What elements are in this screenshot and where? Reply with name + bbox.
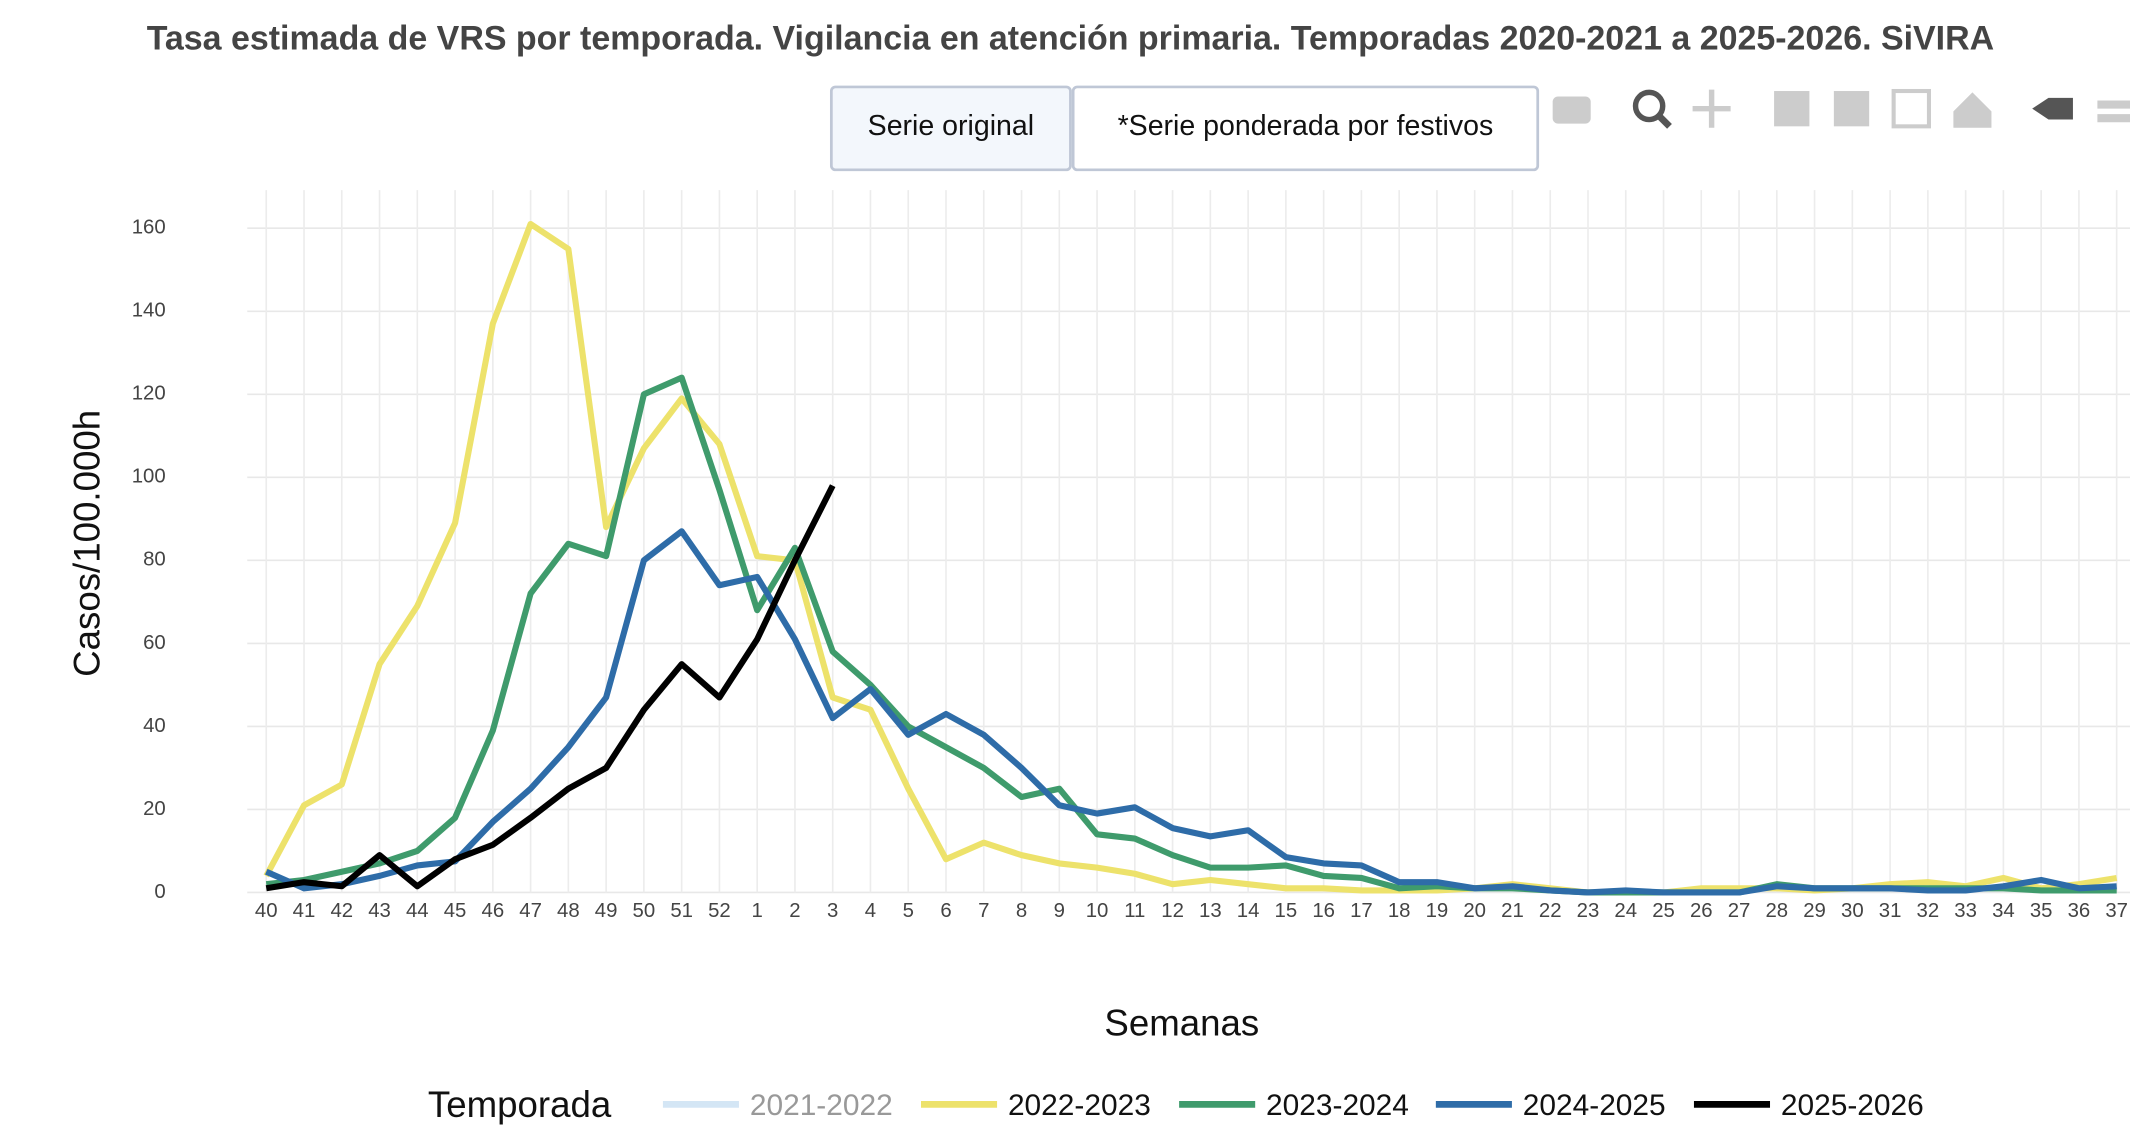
x-tick-label: 19: [1426, 900, 1449, 922]
reset-icon[interactable]: [1953, 92, 1992, 128]
zoom-out-icon[interactable]: [1833, 91, 1870, 127]
x-tick-label: 43: [368, 900, 391, 922]
x-tick-label: 36: [2068, 900, 2091, 922]
x-tick-label: 10: [1086, 900, 1109, 922]
x-tick-label: 12: [1161, 900, 1184, 922]
y-axis-label: Casos/100.000h: [66, 410, 107, 677]
x-tick-label: 35: [2030, 900, 2053, 922]
x-tick-label: 24: [1614, 900, 1637, 922]
zoom-icon-handle: [1656, 113, 1672, 129]
y-tick-label: 120: [132, 383, 166, 405]
x-tick-label: 22: [1539, 900, 1562, 922]
x-tick-label: 51: [670, 900, 693, 922]
x-tick-label: 26: [1690, 900, 1713, 922]
x-tick-label: 48: [557, 900, 580, 922]
legend-label[interactable]: 2023-2024: [1266, 1089, 1409, 1122]
modebar: [1552, 88, 2130, 129]
x-tick-label: 15: [1275, 900, 1298, 922]
y-tick-label: 0: [154, 881, 165, 903]
x-tick-label: 30: [1841, 900, 1864, 922]
x-tick-label: 25: [1652, 900, 1675, 922]
x-tick-label: 17: [1350, 900, 1373, 922]
x-tick-label: 8: [1016, 900, 1027, 922]
x-tick-label: 21: [1501, 900, 1524, 922]
toggle-button-label[interactable]: *Serie ponderada por festivos: [1118, 110, 1494, 142]
legend-label[interactable]: 2024-2025: [1523, 1089, 1666, 1122]
x-tick-label: 32: [1917, 900, 1940, 922]
x-tick-label: 28: [1765, 900, 1788, 922]
series-line: [265, 374, 2117, 896]
x-tick-label: 1: [752, 900, 763, 922]
legend-label[interactable]: 2021-2022: [750, 1089, 893, 1122]
zoom-icon[interactable]: [1632, 89, 1666, 123]
series-line: [265, 528, 2117, 896]
y-tick-label: 160: [132, 217, 166, 239]
y-tick-label: 60: [143, 632, 166, 654]
x-tick-label: 34: [1992, 900, 2015, 922]
chart-title: Tasa estimada de VRS por temporada. Vigi…: [147, 20, 1994, 58]
toggle-button[interactable]: [829, 85, 1072, 172]
y-tick-label: 140: [132, 300, 166, 322]
x-tick-label: 31: [1879, 900, 1902, 922]
camera-icon[interactable]: [1552, 96, 1591, 124]
series-line: [265, 484, 836, 892]
x-tick-label: 11: [1124, 900, 1145, 922]
legend-label[interactable]: 2022-2023: [1008, 1089, 1151, 1122]
x-tick-label: 47: [519, 900, 542, 922]
x-tick-label: 40: [255, 900, 278, 922]
x-tick-label: 37: [2105, 900, 2128, 922]
y-tick-label: 40: [143, 715, 166, 737]
x-tick-label: 18: [1388, 900, 1411, 922]
x-tick-label: 49: [595, 900, 618, 922]
series-line: [263, 220, 2118, 896]
x-tick-label: 2: [789, 900, 800, 922]
toggle-button-label[interactable]: Serie original: [868, 110, 1034, 142]
y-tick-label: 20: [143, 798, 166, 820]
x-tick-label: 5: [903, 900, 914, 922]
x-tick-label: 14: [1237, 900, 1260, 922]
x-tick-label: 42: [330, 900, 353, 922]
pan-icon[interactable]: [1692, 89, 1731, 128]
y-tick-label: 80: [143, 549, 166, 571]
zoom-in-icon[interactable]: [1774, 91, 1810, 127]
x-tick-label: 33: [1954, 900, 1977, 922]
x-tick-label: 23: [1577, 900, 1600, 922]
x-axis-label: Semanas: [1104, 1002, 1259, 1043]
x-tick-label: 9: [1054, 900, 1065, 922]
x-tick-label: 45: [444, 900, 467, 922]
spike-icon[interactable]: [2032, 97, 2073, 120]
x-tick-label: 3: [827, 900, 838, 922]
legend-label[interactable]: 2025-2026: [1781, 1089, 1924, 1122]
legend-title: Temporada: [428, 1084, 612, 1125]
x-tick-label: 7: [978, 900, 989, 922]
toggle-button[interactable]: [1071, 85, 1540, 172]
x-tick-label: 41: [293, 900, 316, 922]
compare-icon[interactable]: [2097, 100, 2130, 123]
x-tick-label: 44: [406, 900, 429, 922]
x-tick-label: 20: [1463, 900, 1486, 922]
x-tick-label: 4: [865, 900, 876, 922]
x-tick-label: 46: [482, 900, 505, 922]
x-tick-label: 16: [1312, 900, 1335, 922]
x-tick-label: 52: [708, 900, 731, 922]
x-tick-label: 13: [1199, 900, 1222, 922]
x-tick-label: 29: [1803, 900, 1826, 922]
x-tick-label: 50: [633, 900, 656, 922]
y-tick-label: 100: [132, 466, 166, 488]
x-tick-label: 6: [940, 900, 951, 922]
autoscale-icon[interactable]: [1891, 88, 1931, 129]
x-tick-label: 27: [1728, 900, 1751, 922]
